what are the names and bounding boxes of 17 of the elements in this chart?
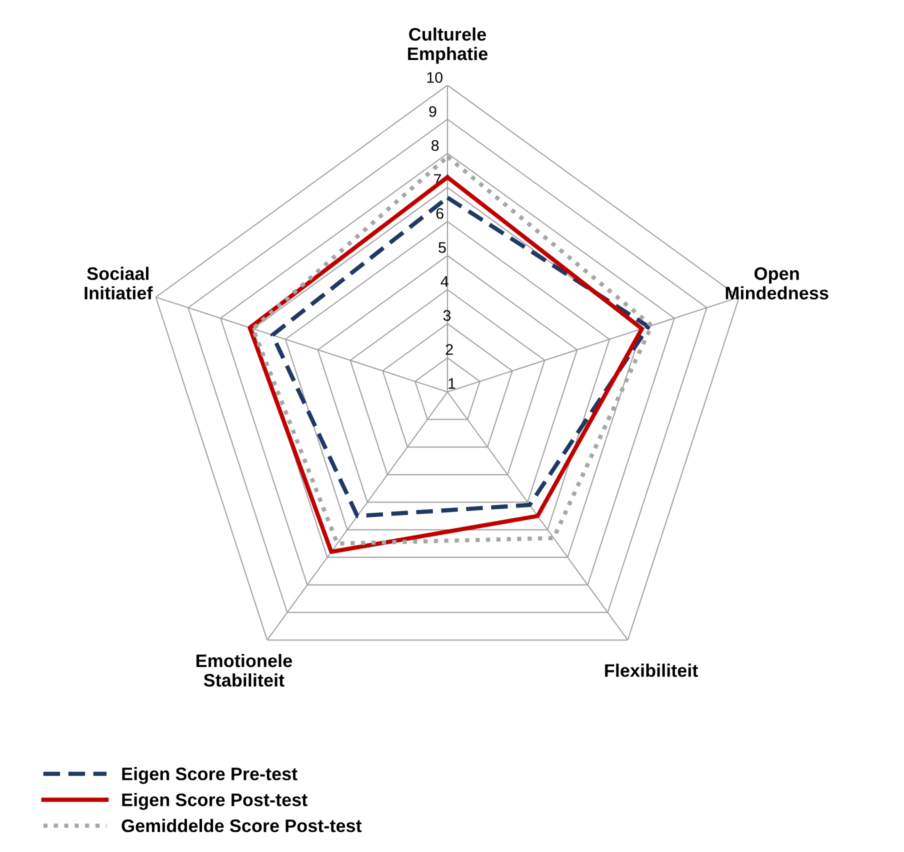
spoke-label: Sociaal Initiatief (84, 266, 153, 300)
y-tick-label: 1 (448, 378, 456, 389)
y-tick-label: 6 (436, 208, 444, 219)
y-tick-label: 10 (427, 72, 442, 83)
y-tick-label: 9 (429, 106, 436, 117)
y-tick-label: 4 (440, 276, 448, 287)
y-tick-label: 2 (446, 344, 453, 355)
spoke-label: Flexibiliteit (605, 664, 698, 677)
legend-label: Eigen Score Pre-test (122, 767, 298, 784)
y-tick-label: 3 (443, 310, 451, 321)
y-tick-label: 8 (432, 140, 439, 151)
spoke-label: Culturele Emphatie (408, 27, 488, 64)
y-tick-label: 5 (438, 242, 446, 253)
legend-label: Gemiddelde Score Post-test (122, 818, 362, 832)
spoke-label: Open Mindedness (726, 267, 828, 300)
spoke-label: Emotionele Stabiliteit (196, 654, 292, 687)
legend-label: Eigen Score Post-test (122, 792, 308, 810)
